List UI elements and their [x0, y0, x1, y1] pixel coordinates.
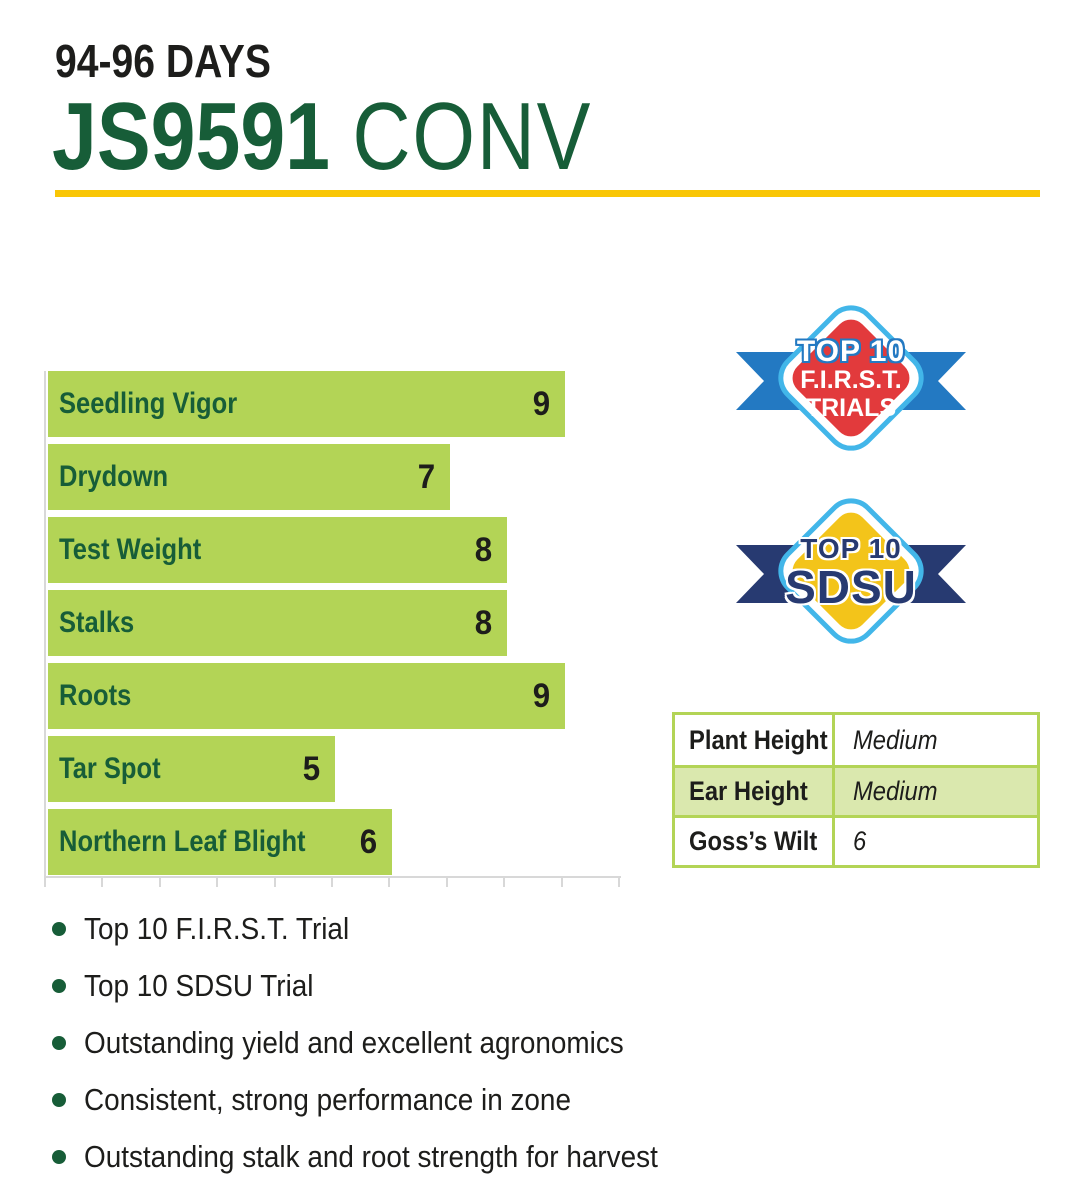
- trait-type: CONV: [352, 83, 593, 190]
- bullet-text: Top 10 SDSU Trial: [84, 967, 314, 1003]
- badge-line-first: F.I.R.S.T.: [800, 366, 902, 395]
- bar-label: Tar Spot: [59, 752, 161, 785]
- axis-tick: [216, 878, 219, 887]
- table-value-cell: Medium: [835, 715, 1037, 765]
- axis-tick: [503, 878, 506, 887]
- bar-label: Drydown: [59, 460, 169, 493]
- table-label: Goss’s Wilt: [689, 826, 818, 856]
- bullet-dot: [52, 978, 66, 993]
- table-label-cell: Ear Height: [675, 768, 835, 815]
- table-label-cell: Goss’s Wilt: [675, 818, 835, 865]
- table-value: Medium: [853, 776, 938, 806]
- page-title: JS9591 CONV: [52, 84, 695, 190]
- info-table: Plant Height Medium Ear Height Medium Go…: [672, 712, 1040, 868]
- bullet-dot: [52, 1035, 66, 1050]
- maturity-text: 94-96 DAYS: [55, 35, 271, 87]
- badge-line-sdsu: SDSU: [785, 560, 917, 613]
- bullet-dot: [52, 1149, 66, 1164]
- bullet-list: Top 10 F.I.R.S.T. Trial Top 10 SDSU Trial…: [52, 900, 772, 1185]
- bullet-text: Consistent, strong performance in zone: [84, 1081, 571, 1117]
- ratings-bar-chart: Seedling Vigor 9 Drydown 7 Test Weight 8 Stalk…: [44, 371, 624, 891]
- gold-divider-rule: [55, 190, 1040, 197]
- bar-value: 8: [475, 603, 493, 642]
- bullet-text: Outstanding yield and excellent agronomi…: [84, 1024, 624, 1060]
- bar-value: 9: [532, 384, 550, 423]
- bar-row-stalks: Stalks 8: [48, 590, 508, 656]
- bullet-item: Outstanding yield and excellent agronomi…: [52, 1014, 772, 1071]
- maturity-heading: 94-96 DAYS: [55, 36, 309, 87]
- y-axis-line: [44, 371, 46, 878]
- badge-line-top10: TOP 10: [800, 533, 902, 565]
- table-value: 6: [853, 826, 867, 856]
- bar-row-test-weight: Test Weight 8: [48, 517, 508, 583]
- table-label: Ear Height: [689, 776, 808, 806]
- badge-top10-first-trials: TOP 10 F.I.R.S.T. TRIALS: [736, 293, 966, 465]
- bullet-item: Consistent, strong performance in zone: [52, 1071, 772, 1128]
- bar-label: Test Weight: [59, 533, 202, 566]
- bar-value: 8: [475, 530, 493, 569]
- table-value-cell: Medium: [835, 768, 1037, 815]
- axis-tick: [158, 878, 161, 887]
- axis-tick: [388, 878, 391, 887]
- bar-value: 7: [417, 457, 436, 496]
- bar-row-roots: Roots 9: [48, 663, 565, 729]
- table-row: Ear Height Medium: [675, 765, 1037, 815]
- axis-tick: [44, 878, 46, 887]
- bullet-dot: [52, 1092, 66, 1107]
- bullet-text: Top 10 F.I.R.S.T. Trial: [84, 910, 350, 946]
- bar-value: 5: [302, 749, 321, 788]
- axis-tick: [273, 878, 276, 887]
- axis-tick: [618, 878, 620, 887]
- table-label: Plant Height: [689, 724, 828, 755]
- table-value-cell: 6: [835, 818, 1037, 865]
- bullet-item: Outstanding stalk and root strength for …: [52, 1128, 772, 1185]
- table-row: Plant Height Medium: [675, 715, 1037, 765]
- bar-row-northern-leaf-blight: Northern Leaf Blight 6: [48, 809, 393, 875]
- badge-text: TOP 10 F.I.R.S.T. TRIALS: [736, 293, 966, 465]
- axis-tick: [101, 878, 104, 887]
- badge-line-top10: TOP 10: [796, 334, 906, 368]
- x-axis-line: [44, 876, 621, 878]
- bullet-text: Outstanding stalk and root strength for …: [84, 1138, 658, 1174]
- bar-label: Seedling Vigor: [59, 387, 238, 420]
- axis-tick: [560, 878, 563, 887]
- hybrid-name: JS9591: [52, 83, 331, 190]
- table-value: Medium: [853, 724, 938, 755]
- axis-tick: [331, 878, 333, 887]
- bar-row-seedling-vigor: Seedling Vigor 9: [48, 371, 565, 437]
- bullet-dot: [52, 921, 66, 936]
- table-label-cell: Plant Height: [675, 715, 835, 765]
- bullet-item: Top 10 SDSU Trial: [52, 957, 772, 1014]
- badge-text: TOP 10 SDSU: [736, 486, 966, 658]
- bar-label: Northern Leaf Blight: [59, 825, 306, 858]
- bar-label: Stalks: [59, 606, 135, 639]
- bar-value: 9: [532, 676, 550, 715]
- bar-row-drydown: Drydown 7: [48, 444, 450, 510]
- badge-line-trials: TRIALS: [805, 393, 897, 422]
- bar-row-tar-spot: Tar Spot 5: [48, 736, 335, 802]
- bar-value: 6: [360, 822, 378, 861]
- bullet-item: Top 10 F.I.R.S.T. Trial: [52, 900, 772, 957]
- bar-label: Roots: [59, 679, 132, 712]
- table-row: Goss’s Wilt 6: [675, 815, 1037, 865]
- axis-tick: [445, 878, 448, 887]
- badge-top10-sdsu: TOP 10 SDSU: [736, 486, 966, 658]
